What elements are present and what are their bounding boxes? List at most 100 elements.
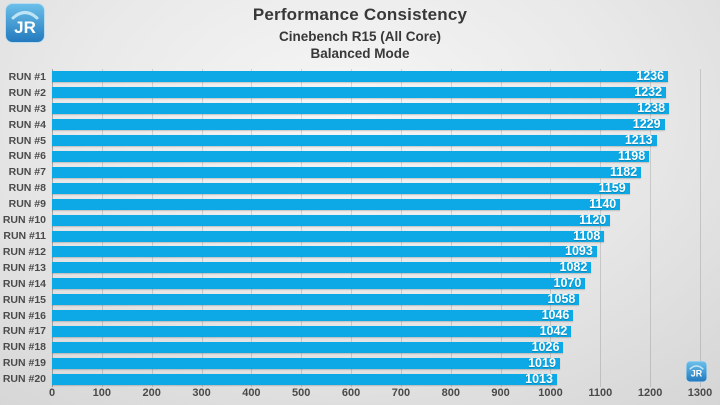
- x-tick-label: 700: [391, 387, 411, 399]
- value-label: 1182: [610, 164, 638, 179]
- run-label: RUN #17: [2, 325, 46, 338]
- value-label: 1236: [636, 69, 665, 84]
- chart-subtitle-mode: Balanced Mode: [310, 46, 410, 61]
- bar-row: RUN #15 1058: [3, 292, 700, 308]
- value-label: 1159: [598, 180, 626, 195]
- jr-logo-text: JR: [691, 369, 703, 379]
- x-tick-label: 1200: [637, 387, 663, 399]
- run-label: RUN #14: [2, 277, 46, 290]
- bar: 1229: [52, 117, 665, 132]
- bar: 1213: [52, 133, 657, 148]
- x-tick-label: 1100: [588, 387, 613, 399]
- run-label: RUN #12: [2, 245, 46, 258]
- bar-row: RUN #1 1236: [9, 69, 700, 85]
- run-label: RUN #7: [8, 166, 46, 179]
- bar: 1198: [52, 148, 650, 163]
- bar: 1093: [52, 244, 597, 259]
- bar-row: RUN #2 1232: [9, 85, 700, 101]
- value-label: 1232: [634, 85, 663, 100]
- gridline: [400, 69, 402, 387]
- run-label: RUN #13: [2, 261, 46, 274]
- value-label: 1082: [559, 260, 588, 275]
- value-label: 1019: [528, 355, 556, 370]
- value-label: 1198: [618, 148, 646, 163]
- bar-row: RUN #3 1238: [9, 101, 700, 117]
- run-label: RUN #6: [8, 150, 46, 163]
- bar: 1026: [52, 339, 564, 354]
- bar-row: RUN #10 1120: [3, 212, 700, 228]
- bar-row: RUN #11 1108: [3, 228, 700, 244]
- value-label: 1026: [531, 339, 560, 354]
- run-label: RUN #1: [8, 70, 46, 83]
- bar: 1019: [52, 355, 560, 370]
- bar-row: RUN #8 1159: [9, 180, 700, 196]
- jr-logo: JR: [5, 3, 45, 43]
- value-label: 1046: [541, 308, 570, 323]
- gridline: [101, 69, 103, 387]
- bar-row: RUN #18 1026: [3, 339, 700, 355]
- run-label: RUN #11: [3, 230, 46, 243]
- bar: 1159: [52, 180, 630, 195]
- run-label: RUN #9: [8, 198, 46, 211]
- gridline: [301, 69, 303, 387]
- value-label: 1058: [547, 292, 576, 307]
- gridline: [52, 69, 53, 387]
- bar-row: RUN #14 1070: [3, 276, 700, 292]
- run-label: RUN #18: [2, 341, 46, 354]
- gridline: [351, 69, 353, 387]
- run-label: RUN #8: [8, 182, 46, 195]
- bar: 1046: [52, 308, 574, 323]
- value-label: 1238: [637, 101, 666, 116]
- run-label: RUN #20: [2, 373, 46, 386]
- plot-area: RUN #1 1236 RUN #2 1232 RUN #3 1238 RUN #4 1229…: [3, 69, 701, 387]
- bar: 1120: [52, 213, 611, 226]
- bar: 1232: [52, 85, 667, 100]
- x-tick-label: 900: [491, 387, 510, 399]
- x-tick-label: 500: [292, 387, 311, 399]
- x-tick-label: 100: [92, 387, 112, 399]
- x-tick-label: 800: [441, 387, 460, 399]
- run-label: RUN #2: [8, 86, 46, 99]
- gridline: [550, 69, 552, 387]
- chart-subtitle-benchmark: Cinebench R15 (All Core): [278, 29, 442, 44]
- run-label: RUN #10: [2, 214, 46, 227]
- value-label: 1213: [624, 133, 653, 148]
- bar: 1182: [52, 164, 642, 179]
- run-label: RUN #15: [2, 293, 46, 306]
- bar: 1013: [52, 371, 557, 386]
- value-label: 1013: [525, 371, 553, 386]
- bar: 1108: [52, 229, 605, 242]
- gridline: [201, 69, 203, 387]
- bar-row: RUN #9 1140: [9, 196, 700, 212]
- gridline: [700, 69, 701, 387]
- bar: 1058: [52, 292, 580, 307]
- run-label: RUN #16: [2, 309, 46, 322]
- bar: 1236: [52, 69, 669, 84]
- run-label: RUN #4: [8, 118, 46, 131]
- x-tick-label: 400: [242, 387, 261, 399]
- gridline: [600, 69, 602, 387]
- bar-row: RUN #12 1093: [3, 244, 700, 260]
- jr-logo-text: JR: [14, 18, 36, 37]
- run-label: RUN #3: [8, 102, 46, 115]
- x-tick-label: 1000: [538, 387, 563, 399]
- bar: 1140: [52, 196, 621, 211]
- value-label: 1070: [553, 276, 582, 291]
- gridline: [151, 69, 153, 387]
- gridline: [500, 69, 502, 387]
- bar-row: RUN #13 1082: [3, 260, 700, 276]
- gridline: [251, 69, 253, 387]
- bar-row: RUN #17 1042: [3, 323, 700, 340]
- chart-header: Performance Consistency Cinebench R15 (A…: [0, 5, 720, 63]
- x-axis: 0 100 200 300 400 500 600 700 800 900 1000 1100 1200…: [49, 387, 712, 403]
- value-label: 1140: [589, 196, 617, 211]
- gridline: [650, 69, 652, 387]
- value-label: 1229: [632, 117, 661, 132]
- bar-row: RUN #6 1198: [9, 148, 700, 165]
- value-label: 1093: [565, 244, 593, 259]
- x-tick-label: 1300: [687, 387, 713, 399]
- bar-row: RUN #19 1019: [3, 355, 700, 371]
- jr-logo-watermark: JR: [686, 361, 707, 382]
- value-label: 1042: [539, 323, 568, 338]
